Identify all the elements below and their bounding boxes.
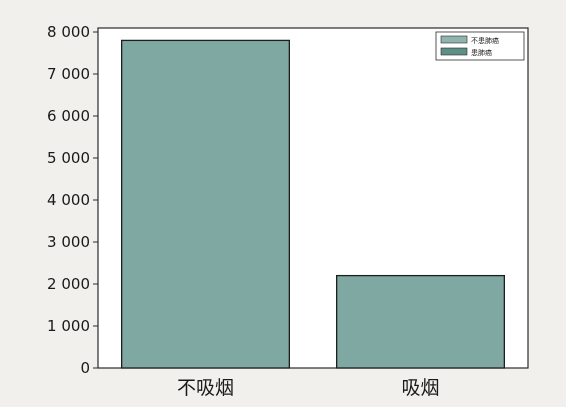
bars-group xyxy=(121,39,505,369)
y-axis: 0 1 000 2 000 3 000 4 000 5 000 6 000 7 000 8 00… xyxy=(47,23,98,377)
legend-swatch-cancer xyxy=(440,47,468,56)
y-tick-label: 5 000 xyxy=(47,149,90,167)
y-tick-label: 8 000 xyxy=(47,23,90,41)
y-tick-label: 4 000 xyxy=(47,191,90,209)
x-tick-label: 吸烟 xyxy=(401,377,439,399)
y-tick-label: 1 000 xyxy=(47,317,90,335)
x-tick-label: 不吸烟 xyxy=(177,377,234,399)
y-tick-label: 6 000 xyxy=(47,107,90,125)
y-tick-label: 3 000 xyxy=(47,233,90,251)
legend: 不患肺癌 患肺癌 xyxy=(435,31,525,61)
bar-2 xyxy=(335,274,505,369)
legend-label-no-cancer: 不患肺癌 xyxy=(471,36,499,45)
legend-swatch-no-cancer xyxy=(440,35,468,44)
bar-1 xyxy=(121,39,290,369)
y-tick-label: 2 000 xyxy=(47,275,90,293)
x-axis: 不吸烟 吸烟 xyxy=(177,377,440,399)
legend-label-cancer: 患肺癌 xyxy=(471,48,492,57)
y-tick-label: 7 000 xyxy=(47,65,90,83)
y-tick-label: 0 xyxy=(80,359,90,377)
